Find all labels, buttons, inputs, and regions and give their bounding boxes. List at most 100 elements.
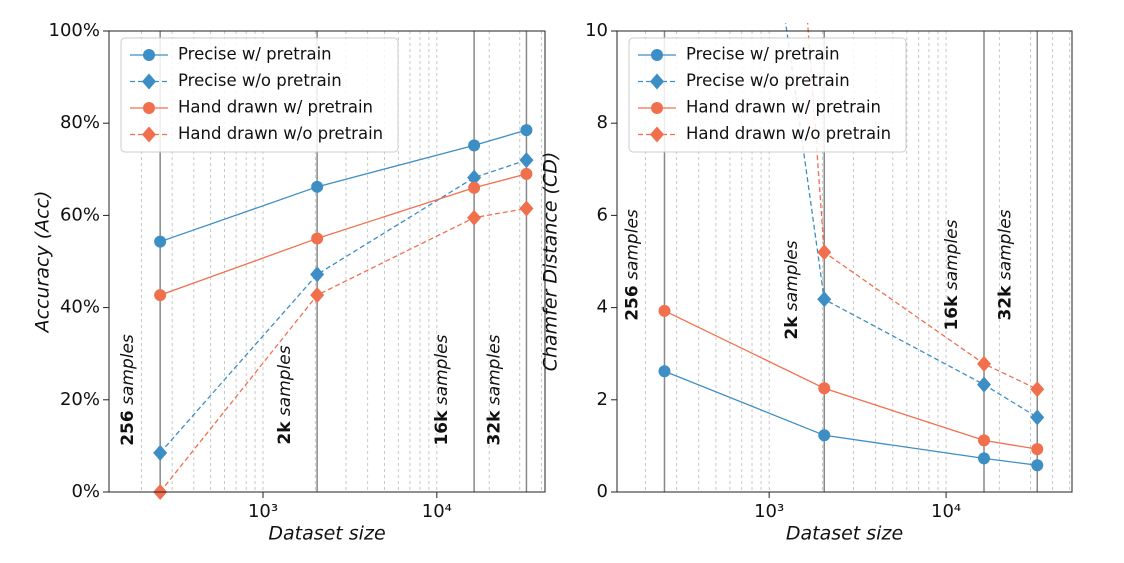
annotation-text: samples [118, 334, 138, 405]
y-tick-label: 0 [597, 481, 608, 502]
marker [650, 126, 664, 143]
plot-frame [616, 30, 1073, 493]
marker [651, 49, 663, 61]
y-axis-label: Accuracy (Acc) [32, 191, 54, 335]
y-tick-label: 20% [60, 389, 100, 410]
legend-label: Hand drawn w/ pretrain [686, 98, 881, 117]
y-tick-label: 100% [49, 20, 100, 41]
series-line [159, 173, 527, 296]
marker [818, 382, 831, 395]
marker [153, 444, 168, 461]
y-tick-label: 80% [60, 112, 100, 133]
x-tick-label: 10³ [248, 501, 278, 522]
y-tick-label: 6 [597, 204, 608, 225]
marker [311, 180, 324, 193]
series-layer [153, 124, 534, 500]
marker [520, 167, 533, 180]
marker [977, 376, 992, 393]
marker [1031, 459, 1044, 472]
plot-frame [108, 30, 546, 493]
annotation: 256 samples [622, 209, 642, 321]
marker [519, 200, 534, 217]
x-tick-label: 10⁴ [931, 501, 961, 522]
annotation-bold: 2k [275, 421, 295, 445]
legend-label: Hand drawn w/o pretrain [178, 124, 383, 143]
marker [978, 434, 991, 447]
marker [1030, 409, 1045, 426]
marker [311, 232, 324, 245]
legend-box [628, 37, 907, 153]
marker [977, 355, 992, 372]
marker [467, 169, 482, 186]
annotation: 16k samples [942, 219, 962, 330]
marker [817, 244, 832, 261]
marker [1031, 443, 1044, 456]
marker [142, 73, 156, 90]
y-tick-label: 10 [585, 20, 608, 41]
marker [658, 365, 671, 378]
annotation-bold: 32k [995, 285, 1015, 321]
y-tick-label: 2 [597, 389, 608, 410]
annotation: 32k samples [995, 209, 1015, 320]
annotation: 16k samples [432, 334, 452, 445]
annotation: 2k samples [275, 345, 295, 444]
x-tick-label: 10⁴ [422, 501, 452, 522]
marker [817, 291, 832, 308]
annotation-bold: 2k [782, 316, 802, 340]
annotation-text: samples [275, 345, 295, 416]
y-tick-label: 60% [60, 204, 100, 225]
legend-label: Precise w/o pretrain [178, 71, 342, 90]
legend-label: Precise w/o pretrain [686, 71, 850, 90]
annotation: 2k samples [782, 240, 802, 339]
annotation-bold: 16k [432, 410, 452, 446]
annotation: 256 samples [118, 334, 138, 446]
series-layer [658, 23, 1045, 472]
marker [978, 452, 991, 465]
marker [143, 102, 155, 114]
marker [310, 266, 325, 283]
y-tick-label: 40% [60, 297, 100, 318]
x-axis-label: Dataset size [268, 523, 385, 545]
series-line [159, 207, 527, 493]
marker [1030, 381, 1045, 398]
annotation-text: samples [995, 209, 1015, 280]
marker [818, 429, 831, 442]
marker [519, 152, 534, 169]
annotation-text: samples [782, 240, 802, 311]
marker [468, 181, 481, 194]
series-line [664, 310, 1038, 450]
legend-label: Hand drawn w/ pretrain [178, 98, 373, 117]
x-tick-label: 10³ [754, 501, 784, 522]
annotation-bold: 256 [118, 410, 138, 446]
legend-label: Precise w/ pretrain [178, 45, 332, 64]
marker [520, 124, 533, 137]
legend-label: Hand drawn w/o pretrain [686, 124, 891, 143]
series-line [159, 159, 527, 454]
x-axis-label: Dataset size [786, 523, 903, 545]
marker [658, 304, 671, 317]
marker [651, 102, 663, 114]
series-line [664, 370, 1038, 466]
annotation-bold: 16k [942, 295, 962, 331]
marker [467, 209, 482, 226]
annotation-text: samples [484, 334, 504, 405]
annotation-text: samples [622, 209, 642, 280]
annotation-bold: 32k [484, 410, 504, 446]
marker [310, 287, 325, 304]
marker [468, 139, 481, 152]
y-axis-label: Chamfer Distance (CD) [540, 152, 562, 372]
marker [154, 235, 167, 248]
annotation: 32k samples [484, 334, 504, 445]
y-tick-label: 8 [597, 112, 608, 133]
annotation-bold: 256 [622, 285, 642, 321]
marker [154, 289, 167, 302]
annotation-text: samples [942, 219, 962, 290]
marker [650, 73, 664, 90]
annotation-text: samples [432, 334, 452, 405]
marker [143, 49, 155, 61]
legend-label: Precise w/ pretrain [686, 45, 840, 64]
y-tick-label: 4 [597, 297, 608, 318]
